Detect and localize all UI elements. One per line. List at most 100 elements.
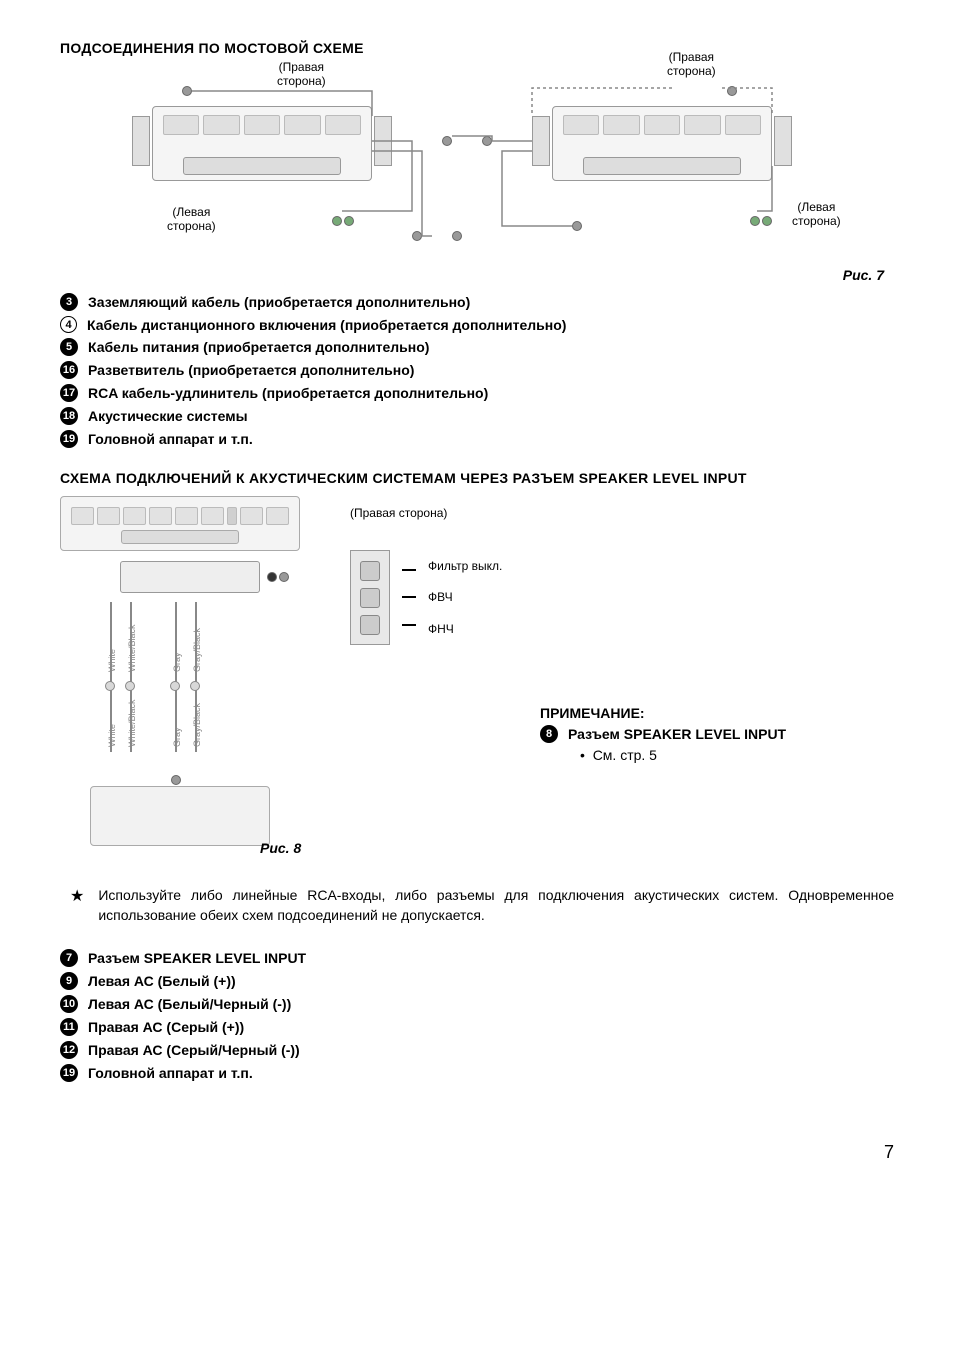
- legend-item-text: Разветвитель (приобретается дополнительн…: [88, 362, 414, 378]
- wire-label: White/Black: [127, 624, 137, 672]
- figure-8-left: White White/Black Gray Gray/Black White White…: [60, 496, 330, 856]
- connector-icon: [572, 221, 582, 231]
- ground-icon: [762, 216, 772, 226]
- legend-item-text: Правая АС (Серый (+)): [88, 1019, 244, 1035]
- legend-number-badge: 3: [60, 293, 78, 311]
- legend-item-text: Левая АС (Белый/Черный (-)): [88, 996, 291, 1012]
- filter-switch-diagram: Фильтр выкл. ФВЧ ФНЧ: [350, 550, 894, 645]
- note-text: Разъем SPEAKER LEVEL INPUT: [568, 726, 786, 742]
- wire-area: White White/Black Gray Gray/Black White White…: [80, 601, 300, 761]
- fig7-label-left-1: (Левая сторона): [167, 206, 216, 234]
- filter-label-hpf: ФВЧ: [428, 590, 502, 604]
- figure-7: (Правая сторона) (Правая сторона) (Левая…: [112, 66, 842, 261]
- filter-hpf-icon: [360, 588, 380, 608]
- amp-right-port-right: [774, 116, 792, 166]
- legend-item-text: Правая АС (Серый/Черный (-)): [88, 1042, 300, 1058]
- legend-number-badge: 12: [60, 1041, 78, 1059]
- filter-label-lpf: ФНЧ: [428, 622, 502, 636]
- wire-label: Gray/Black: [192, 703, 202, 747]
- fig7-label-right-1: (Правая сторона): [277, 61, 326, 89]
- line-icon: [402, 569, 416, 571]
- legend-number-badge: 16: [60, 361, 78, 379]
- legend-item: 17 RCA кабель-удлинитель (приобретается д…: [60, 384, 894, 402]
- legend-item: 16 Разветвитель (приобретается дополнител…: [60, 361, 894, 379]
- legend-number-badge: 5: [60, 338, 78, 356]
- legend-number-badge: 18: [60, 407, 78, 425]
- wire-label: Gray/Black: [192, 628, 202, 672]
- speaker-icon: [727, 86, 737, 96]
- filter-label-off: Фильтр выкл.: [428, 559, 502, 573]
- wire-label: White: [107, 724, 117, 747]
- amplifier-right: [552, 106, 772, 181]
- legend-item: 18 Акустические системы: [60, 407, 894, 425]
- filter-lpf-icon: [360, 615, 380, 635]
- legend-number-badge: 17: [60, 384, 78, 402]
- figure-8-container: White White/Black Gray Gray/Black White White…: [60, 496, 894, 856]
- legend-number-badge: 4: [60, 316, 77, 333]
- wire-label: White: [107, 649, 117, 672]
- star-icon: ★: [70, 886, 84, 925]
- amp-right-port-left: [532, 116, 550, 166]
- legend-item: 11Правая АС (Серый (+)): [60, 1018, 894, 1036]
- legend-item-text: Акустические системы: [88, 408, 248, 424]
- legend-number-badge: 9: [60, 972, 78, 990]
- legend-list-1: 3Заземляющий кабель (приобретается допол…: [60, 293, 894, 448]
- rca-connector-icon: [190, 681, 200, 691]
- legend-number-badge: 10: [60, 995, 78, 1013]
- legend-item-text: Кабель дистанционного включения (приобре…: [87, 317, 566, 333]
- amp-left-port-right: [374, 116, 392, 166]
- connector-icon: [452, 231, 462, 241]
- fig7-label-right-2: (Правая сторона): [667, 51, 716, 79]
- connector-icon: [412, 231, 422, 241]
- figure-8-right: (Правая сторона) Фильтр выкл. ФВЧ ФНЧ ПР…: [350, 496, 894, 856]
- legend-item: 7 Разъем SPEAKER LEVEL INPUT: [60, 949, 894, 967]
- wire-label: Gray: [172, 727, 182, 747]
- wire-label: White/Black: [127, 699, 137, 747]
- amplifier-left: [152, 106, 372, 181]
- legend-item: 4 Кабель дистанционного включения (приобр…: [60, 316, 894, 333]
- rca-connector-icon: [170, 681, 180, 691]
- rca-connector-icon: [125, 681, 135, 691]
- legend-item-text: RCA кабель-удлинитель (приобретается доп…: [88, 385, 488, 401]
- note-title: ПРИМЕЧАНИЕ:: [540, 705, 894, 721]
- section1-title: ПОДСОЕДИНЕНИЯ ПО МОСТОВОЙ СХЕМЕ: [60, 40, 894, 56]
- legend-item-text: Головной аппарат и т.п.: [88, 431, 253, 447]
- line-icon: [402, 596, 416, 598]
- amp-left-port-left: [132, 116, 150, 166]
- filter-off-icon: [360, 561, 380, 581]
- rca-connector-icon: [105, 681, 115, 691]
- ground-icon: [344, 216, 354, 226]
- legend-number-badge: 19: [60, 1064, 78, 1082]
- speaker-level-connector: [120, 561, 260, 593]
- filter-switch-block: [350, 550, 390, 645]
- legend-number-badge: 19: [60, 430, 78, 448]
- note-bullet: • См. стр. 5: [580, 747, 894, 763]
- section2-title: СХЕМА ПОДКЛЮЧЕНИЙ К АКУСТИЧЕСКИМ СИСТЕМА…: [60, 470, 894, 486]
- legend-item-text: Разъем SPEAKER LEVEL INPUT: [88, 950, 306, 966]
- connector-icon: [442, 136, 452, 146]
- fig7-label-left-2: (Левая сторона): [792, 201, 841, 229]
- head-unit: [60, 496, 300, 551]
- legend-item-text: Кабель питания (приобретается дополнител…: [88, 339, 429, 355]
- line-icon: [402, 624, 416, 626]
- legend-item-text: Головной аппарат и т.п.: [88, 1065, 253, 1081]
- legend-item-text: Левая АС (Белый (+)): [88, 973, 236, 989]
- right-side-label: (Правая сторона): [350, 506, 894, 520]
- legend-item: 3Заземляющий кабель (приобретается допол…: [60, 293, 894, 311]
- note-bullet-text: См. стр. 5: [593, 747, 657, 763]
- speaker-icon: [182, 86, 192, 96]
- star-note-text: Используйте либо линейные RCA-входы, либ…: [98, 886, 894, 925]
- note-number-badge: 8: [540, 725, 558, 743]
- wire-label: Gray: [172, 652, 182, 672]
- star-note: ★ Используйте либо линейные RCA-входы, л…: [70, 886, 894, 925]
- figure-7-caption: Рис. 7: [60, 267, 884, 283]
- connector-icon: [482, 136, 492, 146]
- legend-item: 12 Правая АС (Серый/Черный (-)): [60, 1041, 894, 1059]
- legend-item: 9 Левая АС (Белый (+)): [60, 972, 894, 990]
- page-number: 7: [60, 1142, 894, 1163]
- amplifier-bottom: [90, 786, 270, 846]
- legend-item: 5 Кабель питания (приобретается дополните…: [60, 338, 894, 356]
- legend-item: 19 Головной аппарат и т.п.: [60, 430, 894, 448]
- ground-icon: [332, 216, 342, 226]
- legend-number-badge: 7: [60, 949, 78, 967]
